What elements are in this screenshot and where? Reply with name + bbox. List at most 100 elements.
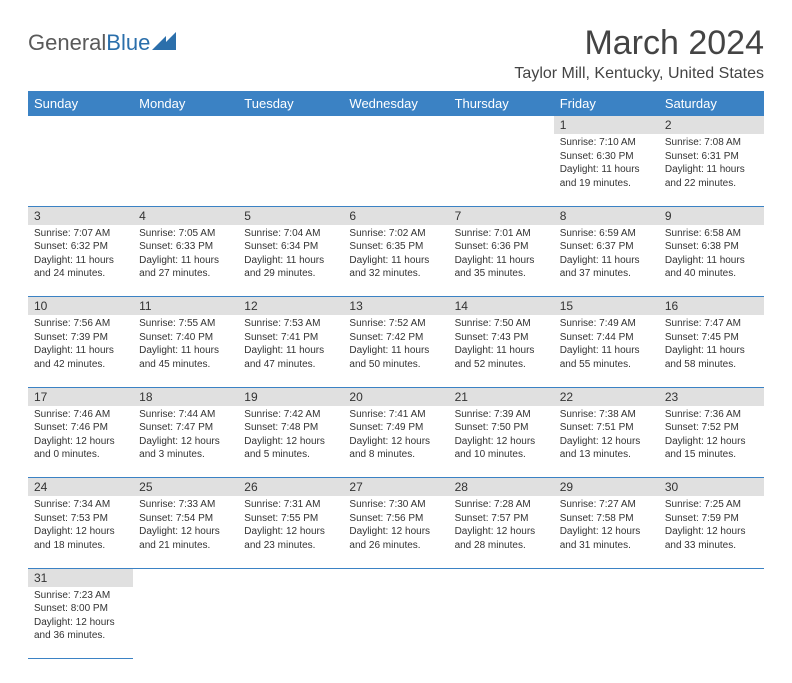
- day-cell: Sunrise: 7:05 AMSunset: 6:33 PMDaylight:…: [133, 225, 238, 297]
- daylight-text: Daylight: 11 hours and 55 minutes.: [560, 344, 653, 371]
- weekday-header-row: Sunday Monday Tuesday Wednesday Thursday…: [28, 91, 764, 116]
- sunrise-text: Sunrise: 7:27 AM: [560, 498, 653, 512]
- day-cell: Sunrise: 7:34 AMSunset: 7:53 PMDaylight:…: [28, 496, 133, 568]
- sunset-text: Sunset: 6:36 PM: [455, 240, 548, 254]
- daylight-text: Daylight: 12 hours and 31 minutes.: [560, 525, 653, 552]
- day-cell: Sunrise: 7:44 AMSunset: 7:47 PMDaylight:…: [133, 406, 238, 478]
- sunset-text: Sunset: 6:38 PM: [665, 240, 758, 254]
- daylight-text: Daylight: 12 hours and 21 minutes.: [139, 525, 232, 552]
- day-cell: [449, 134, 554, 206]
- sunrise-text: Sunrise: 7:23 AM: [34, 589, 127, 603]
- day-number: 20: [343, 387, 448, 406]
- daylight-text: Daylight: 11 hours and 47 minutes.: [244, 344, 337, 371]
- day-cell: Sunrise: 7:38 AMSunset: 7:51 PMDaylight:…: [554, 406, 659, 478]
- sunset-text: Sunset: 6:32 PM: [34, 240, 127, 254]
- weekday-header: Sunday: [28, 91, 133, 116]
- daylight-text: Daylight: 12 hours and 5 minutes.: [244, 435, 337, 462]
- logo: GeneralBlue: [28, 24, 176, 56]
- sunset-text: Sunset: 7:53 PM: [34, 512, 127, 526]
- sunrise-text: Sunrise: 7:55 AM: [139, 317, 232, 331]
- sunrise-text: Sunrise: 7:02 AM: [349, 227, 442, 241]
- day-cell: [133, 587, 238, 659]
- day-content-row: Sunrise: 7:07 AMSunset: 6:32 PM Daylight:…: [28, 225, 764, 297]
- day-cell: [238, 587, 343, 659]
- sunrise-text: Sunrise: 7:07 AM: [34, 227, 127, 241]
- day-number: 16: [659, 297, 764, 316]
- daylight-text: Daylight: 11 hours and 19 minutes.: [560, 163, 653, 190]
- sunrise-text: Sunrise: 6:59 AM: [560, 227, 653, 241]
- day-number: 27: [343, 478, 448, 497]
- daylight-text: Daylight: 12 hours and 10 minutes.: [455, 435, 548, 462]
- day-number: [28, 116, 133, 134]
- day-number: 15: [554, 297, 659, 316]
- sunset-text: Sunset: 6:30 PM: [560, 150, 653, 164]
- sunrise-text: Sunrise: 7:28 AM: [455, 498, 548, 512]
- day-cell: Sunrise: 7:33 AMSunset: 7:54 PMDaylight:…: [133, 496, 238, 568]
- day-number: 12: [238, 297, 343, 316]
- page-title: March 2024: [514, 24, 764, 63]
- daylight-text: Daylight: 11 hours and 27 minutes.: [139, 254, 232, 281]
- daylight-text: Daylight: 12 hours and 36 minutes.: [34, 616, 127, 643]
- day-cell: [554, 587, 659, 659]
- day-number: 18: [133, 387, 238, 406]
- day-number: 11: [133, 297, 238, 316]
- day-cell: Sunrise: 7:31 AMSunset: 7:55 PMDaylight:…: [238, 496, 343, 568]
- day-number: 17: [28, 387, 133, 406]
- daylight-text: Daylight: 11 hours and 42 minutes.: [34, 344, 127, 371]
- sunset-text: Sunset: 7:48 PM: [244, 421, 337, 435]
- weekday-header: Friday: [554, 91, 659, 116]
- day-cell: Sunrise: 7:27 AMSunset: 7:58 PMDaylight:…: [554, 496, 659, 568]
- sunset-text: Sunset: 6:31 PM: [665, 150, 758, 164]
- logo-text-1: General: [28, 30, 106, 56]
- day-cell: Sunrise: 7:01 AMSunset: 6:36 PMDaylight:…: [449, 225, 554, 297]
- day-number: 31: [28, 568, 133, 587]
- sunset-text: Sunset: 7:46 PM: [34, 421, 127, 435]
- daylight-text: Daylight: 11 hours and 32 minutes.: [349, 254, 442, 281]
- sunset-text: Sunset: 7:54 PM: [139, 512, 232, 526]
- day-number-row: 24252627282930: [28, 478, 764, 497]
- sunset-text: Sunset: 6:34 PM: [244, 240, 337, 254]
- sunrise-text: Sunrise: 7:49 AM: [560, 317, 653, 331]
- day-cell: [133, 134, 238, 206]
- day-cell: Sunrise: 6:59 AMSunset: 6:37 PMDaylight:…: [554, 225, 659, 297]
- day-number: [343, 568, 448, 587]
- daylight-text: Daylight: 11 hours and 40 minutes.: [665, 254, 758, 281]
- day-cell: Sunrise: 7:23 AMSunset: 8:00 PMDaylight:…: [28, 587, 133, 659]
- calendar-table: Sunday Monday Tuesday Wednesday Thursday…: [28, 91, 764, 659]
- day-number: 2: [659, 116, 764, 134]
- title-block: March 2024 Taylor Mill, Kentucky, United…: [514, 24, 764, 83]
- day-number: 29: [554, 478, 659, 497]
- weekday-header: Thursday: [449, 91, 554, 116]
- day-number-row: 17181920212223: [28, 387, 764, 406]
- day-number: 23: [659, 387, 764, 406]
- sunrise-text: Sunrise: 7:39 AM: [455, 408, 548, 422]
- sunset-text: Sunset: 7:50 PM: [455, 421, 548, 435]
- day-cell: Sunrise: 7:52 AMSunset: 7:42 PMDaylight:…: [343, 315, 448, 387]
- day-number: 8: [554, 206, 659, 225]
- sunrise-text: Sunrise: 7:30 AM: [349, 498, 442, 512]
- day-number: 3: [28, 206, 133, 225]
- day-cell: Sunrise: 7:36 AMSunset: 7:52 PMDaylight:…: [659, 406, 764, 478]
- day-number: 24: [28, 478, 133, 497]
- sunrise-text: Sunrise: 7:50 AM: [455, 317, 548, 331]
- sunset-text: Sunset: 6:33 PM: [139, 240, 232, 254]
- day-number: [449, 116, 554, 134]
- sunset-text: Sunset: 7:44 PM: [560, 331, 653, 345]
- sunset-text: Sunset: 7:45 PM: [665, 331, 758, 345]
- daylight-text: Daylight: 11 hours and 29 minutes.: [244, 254, 337, 281]
- day-number: [238, 116, 343, 134]
- header: GeneralBlue March 2024 Taylor Mill, Kent…: [28, 24, 764, 83]
- daylight-text: Daylight: 11 hours and 58 minutes.: [665, 344, 758, 371]
- sunset-text: Sunset: 7:42 PM: [349, 331, 442, 345]
- daylight-text: Daylight: 11 hours and 37 minutes.: [560, 254, 653, 281]
- sunrise-text: Sunrise: 7:47 AM: [665, 317, 758, 331]
- day-number: 26: [238, 478, 343, 497]
- daylight-text: Daylight: 12 hours and 23 minutes.: [244, 525, 337, 552]
- daylight-text: Daylight: 12 hours and 13 minutes.: [560, 435, 653, 462]
- daylight-text: Daylight: 12 hours and 3 minutes.: [139, 435, 232, 462]
- day-cell: Sunrise: 7:28 AMSunset: 7:57 PMDaylight:…: [449, 496, 554, 568]
- sunrise-text: Sunrise: 7:31 AM: [244, 498, 337, 512]
- logo-text-2: Blue: [106, 30, 150, 56]
- day-cell: Sunrise: 7:49 AMSunset: 7:44 PMDaylight:…: [554, 315, 659, 387]
- day-number: 25: [133, 478, 238, 497]
